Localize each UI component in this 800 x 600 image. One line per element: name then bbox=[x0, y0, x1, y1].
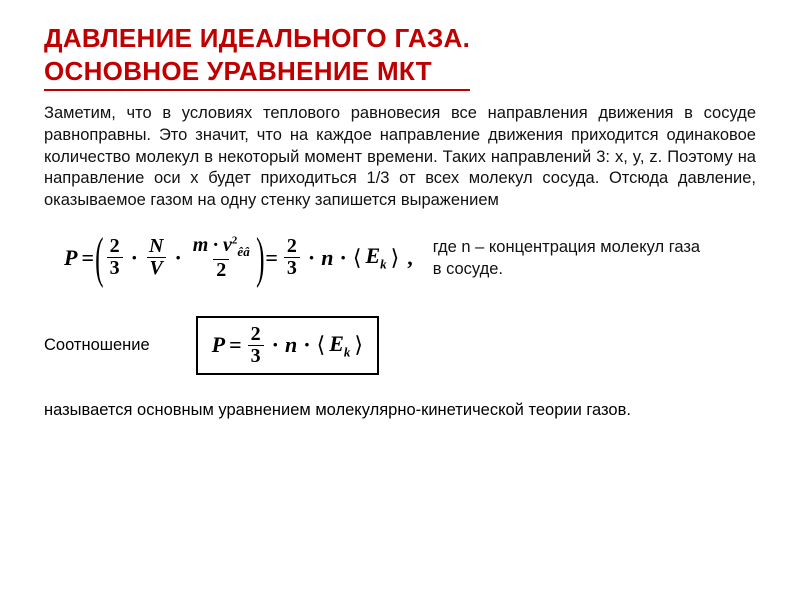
dot: · bbox=[270, 332, 281, 358]
dot: · bbox=[210, 235, 221, 256]
intro-paragraph: Заметим, что в условиях теплового равнов… bbox=[44, 103, 756, 212]
fraction-2-3b: 2 3 bbox=[284, 236, 300, 279]
symbol-m: m bbox=[193, 235, 209, 256]
symbol-E: Ek bbox=[365, 243, 386, 272]
symbol-equals: = bbox=[265, 245, 278, 271]
frac-den: 3 bbox=[248, 345, 264, 367]
dot: · bbox=[338, 245, 349, 271]
E-sub: k bbox=[380, 257, 387, 272]
langle: ⟨ bbox=[353, 245, 362, 271]
v-sub: êâ bbox=[237, 244, 249, 259]
dot: · bbox=[301, 332, 312, 358]
equation-2: P = 2 3 · n · ⟨ Ek ⟩ bbox=[212, 324, 363, 367]
frac-num: N bbox=[146, 236, 166, 257]
title-line-2: ОСНОВНОЕ УРАВНЕНИЕ МКТ bbox=[44, 56, 432, 86]
frac-num: 2 bbox=[107, 236, 123, 257]
fraction-N-V: N V bbox=[146, 236, 166, 279]
boxed-equation: P = 2 3 · n · ⟨ Ek ⟩ bbox=[196, 316, 379, 375]
rangle: ⟩ bbox=[354, 332, 363, 358]
symbol-n: n bbox=[321, 245, 333, 271]
symbol-n: n bbox=[285, 332, 297, 358]
E-sub: k bbox=[344, 344, 351, 359]
left-paren: ( bbox=[95, 230, 103, 286]
equation-1-row: P = ( 2 3 · N V · m · v2êâ 2 bbox=[64, 230, 756, 286]
dot: · bbox=[172, 245, 183, 271]
frac-den: V bbox=[147, 257, 166, 279]
equation-1-note: где n – концентрация молекул газа в сосу… bbox=[433, 236, 703, 281]
symbol-equals: = bbox=[229, 332, 242, 358]
frac-den: 2 bbox=[213, 259, 229, 281]
symbol-P: P bbox=[212, 332, 225, 358]
symbol-E: Ek bbox=[329, 331, 350, 360]
symbol-v: v2êâ bbox=[223, 235, 250, 259]
closing-paragraph: называется основным уравнением молекуляр… bbox=[44, 399, 756, 421]
langle: ⟨ bbox=[317, 332, 326, 358]
E-letter: E bbox=[365, 243, 380, 268]
slide: ДАВЛЕНИЕ ИДЕАЛЬНОГО ГАЗА. ОСНОВНОЕ УРАВН… bbox=[0, 0, 800, 600]
dot: · bbox=[306, 245, 317, 271]
frac-den: 3 bbox=[284, 257, 300, 279]
fraction-2-3: 2 3 bbox=[107, 236, 123, 279]
symbol-equals: = bbox=[81, 245, 94, 271]
symbol-P: P bbox=[64, 245, 77, 271]
v-letter: v bbox=[223, 234, 232, 256]
relation-label: Соотношение bbox=[44, 336, 150, 355]
slide-title: ДАВЛЕНИЕ ИДЕАЛЬНОГО ГАЗА. ОСНОВНОЕ УРАВН… bbox=[44, 22, 470, 91]
dot: · bbox=[129, 245, 140, 271]
relation-row: Соотношение P = 2 3 · n · ⟨ Ek ⟩ bbox=[44, 316, 756, 375]
fraction-mv2-2: m · v2êâ 2 bbox=[190, 235, 253, 281]
equation-1: P = ( 2 3 · N V · m · v2êâ 2 bbox=[64, 230, 413, 286]
E-letter: E bbox=[329, 331, 344, 356]
frac-num: 2 bbox=[284, 236, 300, 257]
frac-num: m · v2êâ bbox=[190, 235, 253, 259]
comma: , bbox=[403, 245, 413, 271]
rangle: ⟩ bbox=[391, 245, 400, 271]
frac-num: 2 bbox=[248, 324, 264, 345]
right-paren: ) bbox=[256, 230, 264, 286]
fraction-2-3c: 2 3 bbox=[248, 324, 264, 367]
title-line-1: ДАВЛЕНИЕ ИДЕАЛЬНОГО ГАЗА. bbox=[44, 23, 470, 53]
frac-den: 3 bbox=[107, 257, 123, 279]
